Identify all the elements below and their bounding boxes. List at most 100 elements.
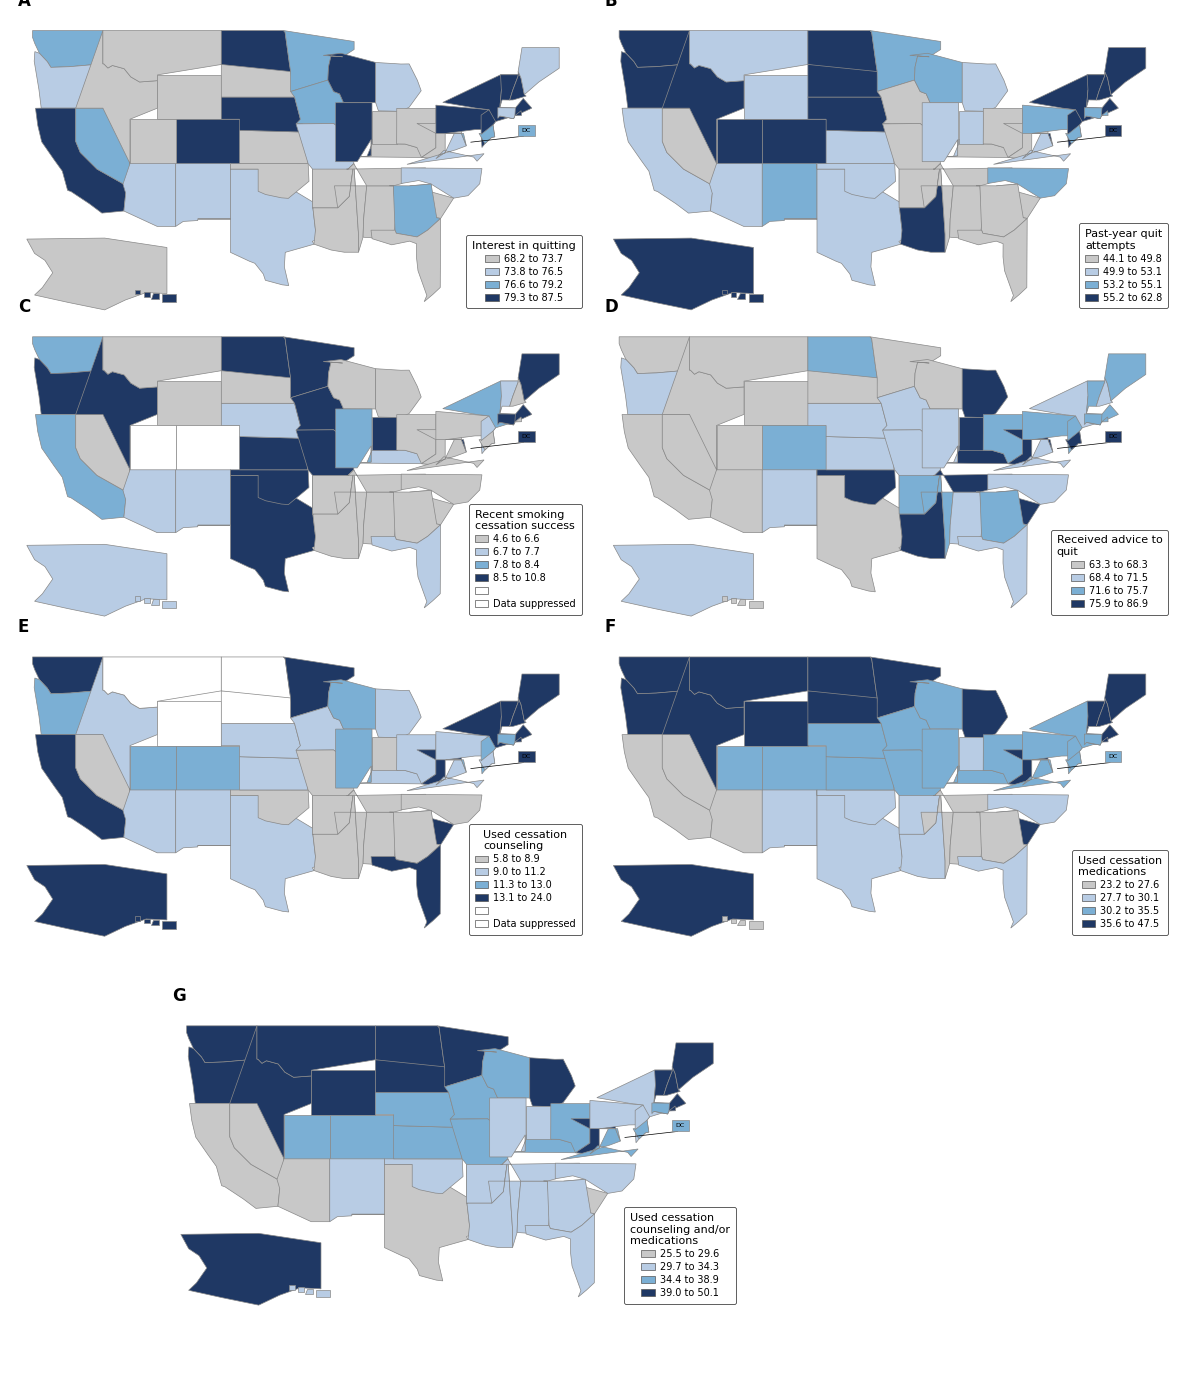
- Polygon shape: [376, 369, 421, 418]
- Polygon shape: [993, 440, 1070, 470]
- Polygon shape: [1068, 736, 1082, 774]
- Text: DC: DC: [1108, 434, 1117, 438]
- Polygon shape: [941, 139, 1032, 159]
- Polygon shape: [717, 746, 762, 791]
- Polygon shape: [957, 525, 1027, 608]
- Polygon shape: [510, 377, 526, 406]
- Polygon shape: [597, 1070, 672, 1121]
- Polygon shape: [402, 795, 482, 824]
- Polygon shape: [324, 359, 376, 409]
- Polygon shape: [1104, 432, 1121, 443]
- Polygon shape: [1004, 750, 1048, 785]
- Polygon shape: [305, 1289, 313, 1295]
- Polygon shape: [230, 470, 309, 505]
- Polygon shape: [984, 109, 1023, 157]
- Polygon shape: [922, 103, 959, 161]
- Polygon shape: [335, 103, 372, 161]
- Polygon shape: [826, 757, 895, 791]
- Polygon shape: [1104, 47, 1146, 95]
- Polygon shape: [731, 919, 736, 923]
- Polygon shape: [371, 845, 441, 928]
- Polygon shape: [467, 1160, 508, 1203]
- Polygon shape: [808, 64, 882, 97]
- Polygon shape: [784, 163, 904, 285]
- Polygon shape: [1084, 413, 1102, 425]
- Polygon shape: [32, 31, 103, 67]
- Polygon shape: [877, 81, 935, 127]
- Polygon shape: [222, 657, 290, 697]
- Polygon shape: [1087, 99, 1119, 118]
- Polygon shape: [352, 1158, 472, 1281]
- Polygon shape: [556, 1164, 636, 1193]
- Polygon shape: [446, 134, 467, 146]
- Polygon shape: [371, 525, 441, 608]
- Polygon shape: [299, 1288, 303, 1292]
- Polygon shape: [222, 31, 290, 71]
- Polygon shape: [222, 370, 295, 404]
- Polygon shape: [662, 109, 717, 193]
- Polygon shape: [710, 791, 762, 853]
- Text: D: D: [604, 298, 619, 316]
- Polygon shape: [1087, 75, 1104, 107]
- Polygon shape: [984, 415, 1023, 464]
- Polygon shape: [76, 109, 130, 193]
- Polygon shape: [290, 387, 348, 433]
- Polygon shape: [443, 75, 518, 125]
- Polygon shape: [354, 766, 446, 785]
- Polygon shape: [941, 766, 1032, 785]
- Polygon shape: [334, 791, 366, 878]
- Polygon shape: [283, 337, 354, 398]
- Polygon shape: [123, 163, 175, 227]
- Polygon shape: [1104, 125, 1121, 136]
- Polygon shape: [1030, 75, 1104, 125]
- Polygon shape: [1104, 674, 1146, 721]
- Polygon shape: [517, 1182, 550, 1233]
- Polygon shape: [76, 415, 130, 500]
- Polygon shape: [145, 292, 149, 296]
- Polygon shape: [731, 599, 736, 603]
- Polygon shape: [498, 734, 515, 745]
- Polygon shape: [508, 1134, 600, 1154]
- Polygon shape: [654, 1094, 686, 1114]
- Polygon shape: [1068, 110, 1082, 148]
- Polygon shape: [162, 920, 177, 928]
- Polygon shape: [1023, 412, 1076, 440]
- Legend: 44.1 to 49.8, 49.9 to 53.1, 53.2 to 55.1, 55.2 to 62.8: 44.1 to 49.8, 49.9 to 53.1, 53.2 to 55.1…: [1078, 223, 1168, 309]
- Polygon shape: [34, 52, 103, 109]
- Polygon shape: [988, 795, 1069, 824]
- Text: C: C: [18, 298, 30, 316]
- Polygon shape: [500, 381, 518, 413]
- Polygon shape: [130, 426, 175, 470]
- Polygon shape: [949, 493, 982, 544]
- Polygon shape: [313, 791, 359, 878]
- Polygon shape: [316, 1289, 331, 1297]
- Polygon shape: [417, 124, 461, 159]
- Polygon shape: [1087, 702, 1104, 734]
- Polygon shape: [363, 813, 396, 864]
- Polygon shape: [158, 702, 222, 746]
- Polygon shape: [1004, 124, 1048, 159]
- Polygon shape: [622, 109, 716, 213]
- Polygon shape: [652, 1102, 670, 1114]
- Polygon shape: [1065, 752, 1082, 770]
- Polygon shape: [654, 1070, 672, 1102]
- Polygon shape: [635, 1105, 649, 1143]
- Polygon shape: [808, 31, 877, 71]
- Text: DC: DC: [1108, 128, 1117, 132]
- Polygon shape: [334, 470, 366, 558]
- Polygon shape: [175, 426, 239, 470]
- Polygon shape: [443, 381, 518, 432]
- Polygon shape: [410, 490, 454, 525]
- Polygon shape: [544, 1179, 595, 1232]
- Polygon shape: [749, 920, 763, 928]
- Text: G: G: [172, 987, 186, 1005]
- Polygon shape: [145, 599, 149, 603]
- Polygon shape: [672, 1121, 688, 1132]
- Legend: 68.2 to 73.7, 73.8 to 76.5, 76.6 to 79.2, 79.3 to 87.5: 68.2 to 73.7, 73.8 to 76.5, 76.6 to 79.2…: [466, 235, 582, 309]
- Polygon shape: [467, 1160, 513, 1247]
- Polygon shape: [662, 657, 744, 792]
- Polygon shape: [619, 337, 690, 373]
- Text: E: E: [18, 618, 30, 636]
- Polygon shape: [158, 381, 222, 426]
- Polygon shape: [518, 432, 534, 443]
